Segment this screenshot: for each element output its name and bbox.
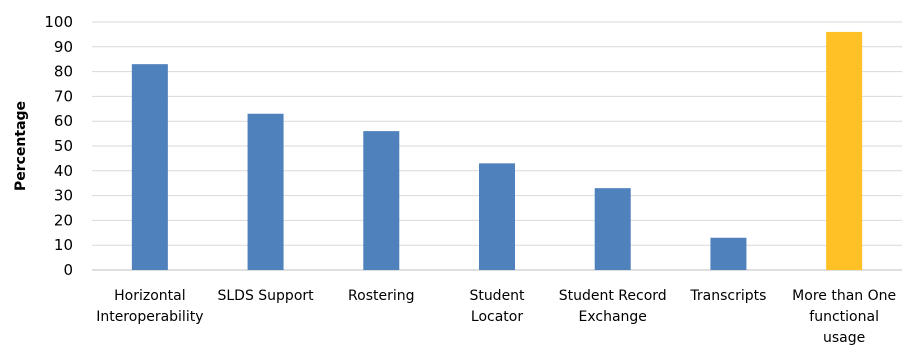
x-category-label-line: Horizontal <box>114 288 185 304</box>
bar <box>710 237 747 270</box>
y-tick-label: 60 <box>54 112 73 130</box>
x-category-label: SLDS Support <box>217 288 314 304</box>
bar <box>363 131 400 270</box>
x-category-label-line: Transcripts <box>689 288 766 304</box>
y-tick-label: 100 <box>44 13 73 31</box>
y-tick-label: 70 <box>54 87 73 105</box>
bar <box>479 163 515 270</box>
bar <box>131 64 168 270</box>
x-category-label-line: usage <box>823 330 865 345</box>
x-category-label: Student Locator <box>469 288 525 325</box>
y-axis-title: Percentage <box>13 101 29 191</box>
y-tick-label: 40 <box>54 162 73 180</box>
bar <box>247 113 284 270</box>
x-category-label: Horizontal Interoperability <box>96 288 203 325</box>
y-tick-label: 30 <box>54 187 73 205</box>
x-category-label: More than One functional usage <box>792 288 896 345</box>
y-tick-label: 10 <box>54 236 73 254</box>
x-category-label: Transcripts <box>689 288 766 304</box>
y-tick-label: 50 <box>54 137 73 155</box>
x-category-label-line: Exchange <box>579 309 647 325</box>
bars <box>131 31 863 271</box>
y-tick-labels: 0 10 20 30 40 50 60 70 80 90 100 <box>44 13 73 279</box>
x-category-labels: Horizontal Interoperability SLDS Support Ro… <box>96 288 896 345</box>
x-category-label-line: Rostering <box>348 288 414 304</box>
x-category-label-line: Student <box>469 288 525 304</box>
x-category-label-line: functional <box>809 309 879 325</box>
y-tick-label: 0 <box>63 261 73 279</box>
y-tick-label: 90 <box>54 38 73 56</box>
x-category-label-line: SLDS Support <box>217 288 314 304</box>
x-category-label-line: Locator <box>471 309 523 325</box>
y-tick-label: 80 <box>54 63 73 81</box>
x-category-label: Student Record Exchange <box>559 288 667 325</box>
x-category-label-line: Interoperability <box>96 309 203 325</box>
x-category-label: Rostering <box>348 288 414 304</box>
bar <box>826 31 863 271</box>
x-category-label-line: Student Record <box>559 288 667 304</box>
y-tick-label: 20 <box>54 211 73 229</box>
bar <box>594 188 631 270</box>
x-category-label-line: More than One <box>792 288 896 304</box>
